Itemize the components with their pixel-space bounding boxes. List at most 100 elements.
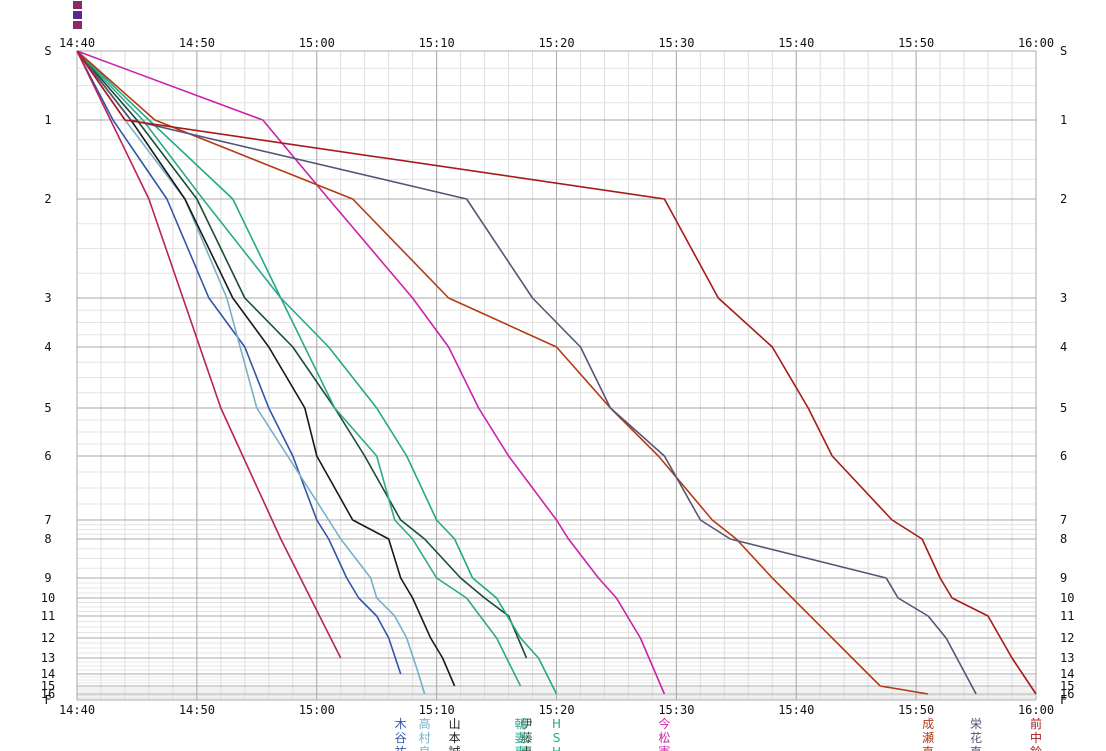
runner-label-char: 良 xyxy=(419,744,431,751)
runner-label-char: 成 xyxy=(922,717,934,731)
runner-label-char: 憲 xyxy=(658,744,670,751)
runner-label-char: 栄 xyxy=(970,717,982,731)
y-tick-label-left: 6 xyxy=(44,449,51,463)
runner-label-char: S xyxy=(553,731,561,745)
series-line-6 xyxy=(76,50,666,695)
runner-label-char: 本 xyxy=(449,731,461,745)
runner-label-char: 直 xyxy=(922,745,934,751)
x-tick-label-bottom: 15:40 xyxy=(778,703,814,717)
x-tick-label-top: 15:20 xyxy=(538,36,574,50)
y-tick-label-right: 15 xyxy=(1060,679,1074,693)
x-tick-label-bottom: 15:00 xyxy=(299,703,335,717)
runner-label-char: H xyxy=(552,717,561,731)
runner-label-char: H xyxy=(552,745,561,751)
y-tick-label-left: 3 xyxy=(44,291,51,305)
series-line-2 xyxy=(76,50,456,687)
y-tick-label-right: 7 xyxy=(1060,513,1067,527)
y-tick-label-left: 16 xyxy=(41,687,55,701)
series-line-10 xyxy=(76,50,342,659)
y-tick-label-left: 13 xyxy=(41,651,55,665)
x-tick-label-top: 15:00 xyxy=(299,36,335,50)
x-tick-label-bottom: 16:00 xyxy=(1018,703,1054,717)
y-tick-label-right: 12 xyxy=(1060,631,1074,645)
y-tick-label-left: 12 xyxy=(41,631,55,645)
runner-label-char: 松 xyxy=(658,731,670,745)
x-tick-label-top: 15:50 xyxy=(898,36,934,50)
series-line-9 xyxy=(76,50,1037,695)
y-tick-label-right: 9 xyxy=(1060,571,1067,585)
y-tick-label-right: 3 xyxy=(1060,291,1067,305)
y-tick-label-left: 2 xyxy=(44,192,51,206)
x-tick-label-top: 15:10 xyxy=(419,36,455,50)
y-tick-label-right: 5 xyxy=(1060,401,1067,415)
y-tick-label-left: S xyxy=(44,44,51,58)
runner-label-char: 藤 xyxy=(521,731,533,745)
runner-label-char: 今 xyxy=(658,716,670,731)
y-tick-label-left: 8 xyxy=(44,532,51,546)
y-tick-label-left: 9 xyxy=(44,571,51,585)
x-tick-label-bottom: 15:50 xyxy=(898,703,934,717)
x-tick-label-top: 14:50 xyxy=(179,36,215,50)
series-line-4 xyxy=(76,50,522,687)
y-tick-label-right: 1 xyxy=(1060,113,1067,127)
runner-label-char: 木 xyxy=(395,717,407,731)
series-line-7 xyxy=(76,50,929,695)
x-tick-label-top: 14:40 xyxy=(59,36,95,50)
y-tick-label-right: 10 xyxy=(1060,591,1074,605)
series-line-5 xyxy=(76,50,558,695)
x-tick-label-bottom: 15:10 xyxy=(419,703,455,717)
y-tick-label-left: 5 xyxy=(44,401,51,415)
runner-label-char: 谷 xyxy=(395,731,407,745)
legend-mark xyxy=(73,21,82,29)
y-tick-label-right: 16 xyxy=(1060,687,1074,701)
runner-label-char: 中 xyxy=(1030,730,1042,745)
runner-label-char: 朝 xyxy=(515,717,527,731)
series-line-0 xyxy=(76,50,402,675)
x-tick-label-top: 15:40 xyxy=(778,36,814,50)
runner-labels: 木谷祐 高村良 山本誠 伊藤恵 朝妻恵 HSH 今松憲 成瀬直 栄花直 前中鈴 xyxy=(395,716,1042,751)
x-tick-label-bottom: 15:20 xyxy=(538,703,574,717)
y-tick-label-right: 11 xyxy=(1060,609,1074,623)
x-tick-label-top: 15:30 xyxy=(658,36,694,50)
series-line-8 xyxy=(76,50,977,695)
runner-label-char: 妻 xyxy=(515,731,527,745)
y-tick-label-left: 10 xyxy=(41,591,55,605)
runner-label-char: 恵 xyxy=(515,745,527,751)
runner-label-char: 瀬 xyxy=(922,731,934,745)
y-tick-label-left: 11 xyxy=(41,609,55,623)
y-tick-label-right: 14 xyxy=(1060,667,1074,681)
runner-label-char: 高 xyxy=(419,716,431,731)
y-tick-label-left: 14 xyxy=(41,667,55,681)
y-tick-label-left: 4 xyxy=(44,340,51,354)
x-tick-label-bottom: 14:40 xyxy=(59,703,95,717)
series-line-3 xyxy=(76,50,528,659)
y-tick-label-right: 6 xyxy=(1060,449,1067,463)
runner-label-char: 前 xyxy=(1030,716,1042,731)
legend-mark xyxy=(73,1,82,9)
y-tick-label-right: 4 xyxy=(1060,340,1067,354)
runner-label-char: 直 xyxy=(970,745,982,751)
runner-label-char: 山 xyxy=(449,717,461,731)
y-tick-label-left: F xyxy=(44,693,51,707)
y-tick-label-right: S xyxy=(1060,44,1067,58)
y-tick-label-right: F xyxy=(1060,693,1067,707)
runner-series xyxy=(76,50,1037,695)
y-tick-label-right: 2 xyxy=(1060,192,1067,206)
runner-label-char: 花 xyxy=(970,730,982,745)
runner-label-char: 恵 xyxy=(521,745,533,751)
y-tick-label-left: 1 xyxy=(44,113,51,127)
x-tick-label-bottom: 15:30 xyxy=(658,703,694,717)
y-tick-label-right: 13 xyxy=(1060,651,1074,665)
x-tick-label-top: 16:00 xyxy=(1018,36,1054,50)
runner-label-char: 鈴 xyxy=(1030,744,1042,751)
top-left-marks xyxy=(73,1,82,29)
y-tick-label-right: 8 xyxy=(1060,532,1067,546)
y-tick-label-left: 7 xyxy=(44,513,51,527)
legend-mark xyxy=(73,11,82,19)
runner-label-char: 祐 xyxy=(395,745,407,751)
y-tick-label-left: 15 xyxy=(41,679,55,693)
runner-label-char: 伊 xyxy=(521,717,533,731)
x-axis-ticks: 14:40 14:40 14:50 14:50 15:00 15:00 15:10 15:10… xyxy=(59,36,1054,717)
